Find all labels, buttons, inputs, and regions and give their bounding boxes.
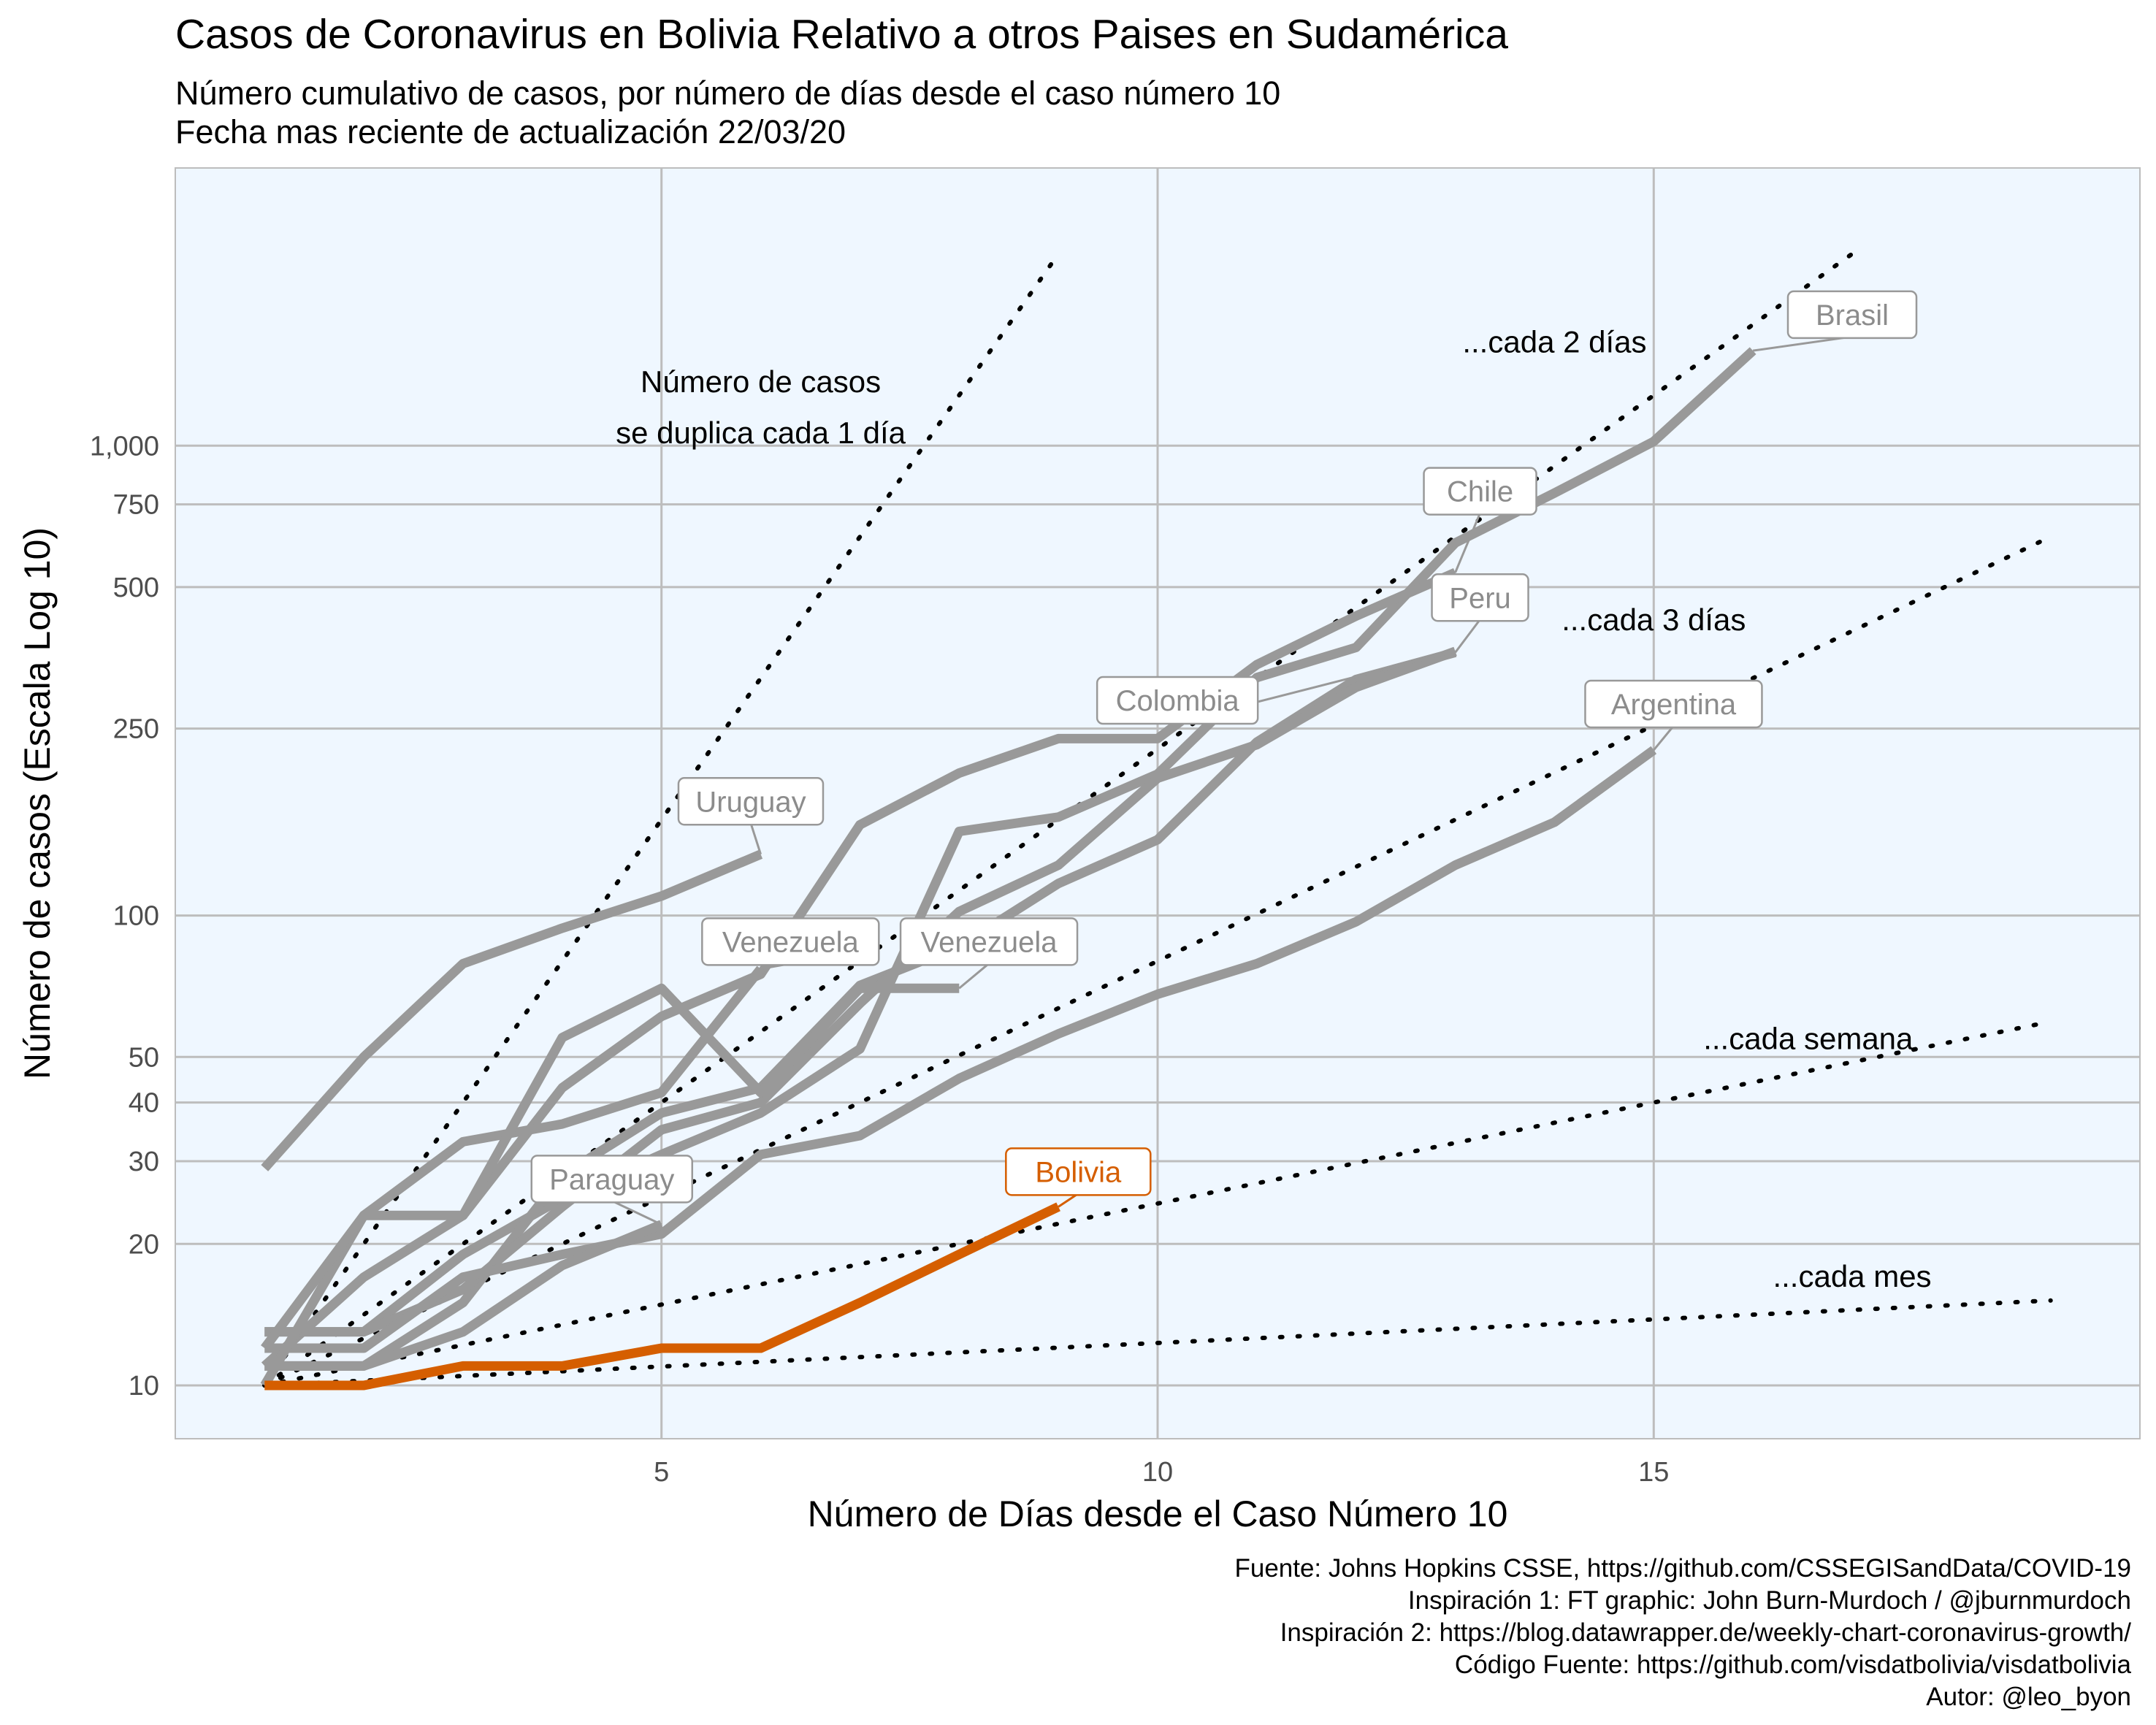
source-line-4: Código Fuente: https://github.com/visdat… (1454, 1651, 2131, 1679)
series-label-box (1431, 573, 1529, 622)
series-label-box (1423, 467, 1537, 516)
series-label: Brasil (1816, 299, 1889, 332)
reference-line-label: ...cada mes (1773, 1259, 1931, 1293)
series-label-box (1096, 676, 1259, 725)
label-connector (749, 822, 762, 855)
series-label: Peru (1449, 582, 1511, 614)
reference-line (262, 1298, 2053, 1388)
source-line-5: Autor: @leo_byon (1926, 1683, 2131, 1711)
series-labels: Brasil Chile Peru Colombia Argentina Uruguay V… (530, 290, 1918, 1226)
grid-lines (175, 168, 2140, 1439)
label-connector (1653, 724, 1675, 751)
source-line-2: Inspiración 1: FT graphic: John Burn-Mur… (1407, 1586, 2131, 1615)
chart-subtitle-line-2: Fecha mas reciente de actualización 22/0… (175, 113, 846, 150)
series-label: Venezuela (921, 926, 1058, 958)
series-label-box (530, 1155, 694, 1204)
series-line (264, 1220, 664, 1371)
y-tick-label: 250 (113, 714, 159, 745)
y-tick-label: 50 (129, 1042, 159, 1073)
series-label: Argentina (1611, 689, 1737, 721)
reference-line-label: ...cada 2 días (1462, 324, 1646, 359)
x-axis-label: Número de Días desde el Caso Número 10 (808, 1493, 1508, 1534)
label-connector (1454, 619, 1481, 654)
series-line (264, 746, 1657, 1353)
series-lines (260, 347, 1756, 1391)
x-tick-label: 15 (1638, 1457, 1669, 1488)
source-line-1: Fuente: Johns Hopkins CSSE, https://gith… (1234, 1554, 2131, 1583)
source-line-3: Inspiración 2: https://blog.datawrapper.… (1280, 1618, 2131, 1647)
chart-subtitle-line-1: Número cumulativo de casos, por número d… (175, 74, 1281, 112)
y-tick-label: 30 (129, 1147, 159, 1177)
series-line (264, 1202, 1060, 1391)
series-line (264, 347, 1756, 1337)
y-tick-label: 1,000 (90, 431, 159, 462)
label-connector (611, 1199, 662, 1226)
x-tick-label: 10 (1142, 1457, 1173, 1488)
series-label: Uruguay (695, 786, 806, 818)
series-label-box (899, 917, 1079, 966)
axes: 10 20 30 40 50 100 250 500 750 1,000 5 10 15 Número d… (17, 431, 1669, 1534)
reference-line (262, 251, 1061, 1388)
y-tick-label: 20 (129, 1229, 159, 1260)
y-tick-label: 10 (129, 1371, 159, 1401)
y-tick-label: 100 (113, 901, 159, 932)
series-label: Chile (1447, 476, 1513, 508)
series-label-box (1005, 1147, 1152, 1196)
series-label: Venezuela (722, 926, 860, 958)
y-axis-label: Número de casos (Escala Log 10) (17, 527, 58, 1079)
reference-line-label: Número de casos (641, 364, 881, 399)
reference-line (262, 1019, 2053, 1388)
reference-line-label: ...cada 3 días (1561, 603, 1746, 637)
reference-line-label: se duplica cada 1 día (616, 416, 906, 450)
reference-line-label: ...cada semana (1703, 1021, 1914, 1055)
series-label: Paraguay (549, 1163, 674, 1196)
label-connector (1454, 513, 1481, 573)
series-line (261, 983, 960, 1351)
y-tick-label: 500 (113, 573, 159, 603)
chart-title: Casos de Coronavirus en Bolivia Relativo… (175, 11, 1508, 58)
reference-line (262, 534, 2053, 1388)
y-tick-label: 40 (129, 1088, 159, 1119)
y-tick-label: 750 (113, 490, 159, 521)
reference-lines: Número de casos se duplica cada 1 día ...c… (262, 251, 2053, 1388)
series-label-box (701, 917, 880, 966)
series-line (261, 849, 763, 1171)
series-label: Bolivia (1035, 1156, 1122, 1188)
x-tick-label: 5 (654, 1457, 669, 1488)
label-connector (958, 963, 990, 990)
series-label-box (1786, 290, 1918, 340)
series-label: Colombia (1116, 685, 1240, 717)
series-label-box (677, 777, 825, 826)
series-label-box (1584, 679, 1763, 729)
series-line (264, 646, 1457, 1337)
